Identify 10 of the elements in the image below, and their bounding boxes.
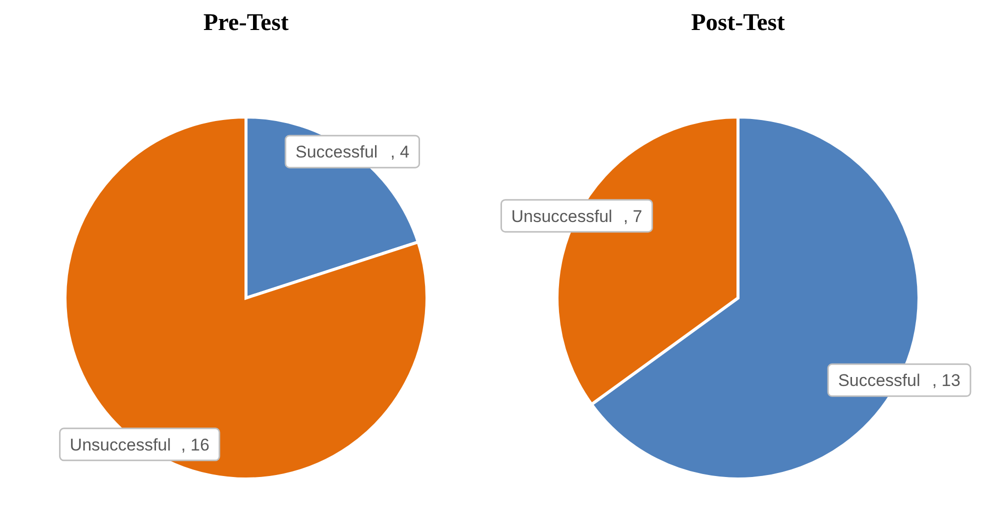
data-label: , 16 <box>181 435 210 454</box>
slice-label: Unsuccessful <box>70 435 171 454</box>
chart-title: Post-Test <box>690 10 786 37</box>
chart-title: Pre-Test <box>202 10 290 37</box>
data-label: , 7 <box>623 206 642 226</box>
slice-label: Unsuccessful <box>511 206 612 226</box>
data-label: , 13 <box>932 371 960 390</box>
slice-label: Successful <box>838 371 920 390</box>
slice-label: Successful <box>295 142 378 162</box>
data-label: , 4 <box>390 142 410 162</box>
